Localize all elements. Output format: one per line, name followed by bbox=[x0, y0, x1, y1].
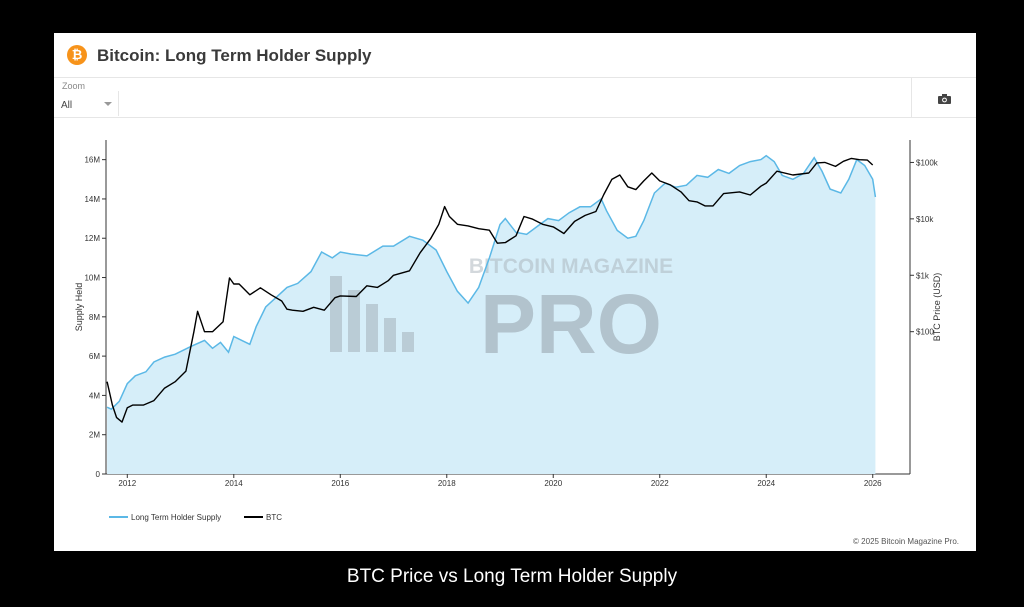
x-tick-label: 2018 bbox=[438, 479, 456, 488]
y-left-tick-label: 0 bbox=[96, 470, 101, 479]
watermark-line2: PRO bbox=[480, 277, 662, 371]
y-left-axis-title: Supply Held bbox=[74, 283, 84, 332]
watermark-bar bbox=[384, 318, 396, 352]
y-right-tick-label: $10k bbox=[916, 215, 934, 224]
y-right-axis-title: BTC Price (USD) bbox=[932, 273, 942, 342]
series-line-btc bbox=[106, 157, 874, 423]
x-tick-label: 2026 bbox=[864, 479, 882, 488]
y-left-tick-label: 6M bbox=[89, 352, 100, 361]
x-tick-label: 2022 bbox=[651, 479, 669, 488]
x-tick-label: 2014 bbox=[225, 479, 243, 488]
y-right-tick-label: $100k bbox=[916, 158, 939, 167]
x-tick-label: 2020 bbox=[544, 479, 562, 488]
chevron-down-icon bbox=[104, 102, 112, 106]
chart-header: ₿ Bitcoin: Long Term Holder Supply bbox=[54, 33, 976, 78]
y-left-tick-label: 2M bbox=[89, 431, 100, 440]
y-left-tick-label: 14M bbox=[84, 195, 100, 204]
series-area-long-term-holder-supply bbox=[107, 155, 876, 474]
x-tick-label: 2012 bbox=[118, 479, 136, 488]
watermark-bar bbox=[402, 332, 414, 352]
y-left-tick-label: 16M bbox=[84, 156, 100, 165]
zoom-label: Zoom bbox=[62, 81, 86, 91]
zoom-toolbar: Zoom All bbox=[54, 77, 976, 118]
x-tick-label: 2016 bbox=[331, 479, 349, 488]
y-right-tick-label: $1k bbox=[916, 271, 930, 280]
y-left-tick-label: 8M bbox=[89, 313, 100, 322]
y-left-tick-label: 10M bbox=[84, 274, 100, 283]
page-title: Bitcoin: Long Term Holder Supply bbox=[97, 46, 372, 65]
watermark-bar bbox=[330, 276, 342, 352]
watermark bbox=[330, 276, 414, 352]
zoom-select[interactable]: All bbox=[54, 91, 119, 116]
camera-button[interactable] bbox=[911, 77, 976, 117]
y-left-tick-label: 12M bbox=[84, 234, 100, 243]
bitcoin-logo-icon: ₿ bbox=[67, 45, 87, 65]
zoom-value: All bbox=[61, 100, 73, 111]
x-tick-label: 2024 bbox=[757, 479, 775, 488]
series-line-long-term-holder-supply bbox=[106, 154, 877, 411]
legend-label-btc: BTC bbox=[266, 513, 282, 522]
watermark-line1: BITCOIN MAGAZINE bbox=[469, 255, 673, 278]
y-left-tick-label: 4M bbox=[89, 391, 100, 400]
image-caption: BTC Price vs Long Term Holder Supply bbox=[346, 566, 678, 587]
legend-label-long-term-holder-supply: Long Term Holder Supply bbox=[131, 513, 221, 522]
credit-text: © 2025 Bitcoin Magazine Pro. bbox=[853, 537, 959, 546]
watermark-bar bbox=[348, 290, 360, 352]
watermark-bar bbox=[366, 304, 378, 352]
y-right-tick-label: $100 bbox=[916, 328, 934, 337]
camera-icon bbox=[938, 94, 951, 104]
